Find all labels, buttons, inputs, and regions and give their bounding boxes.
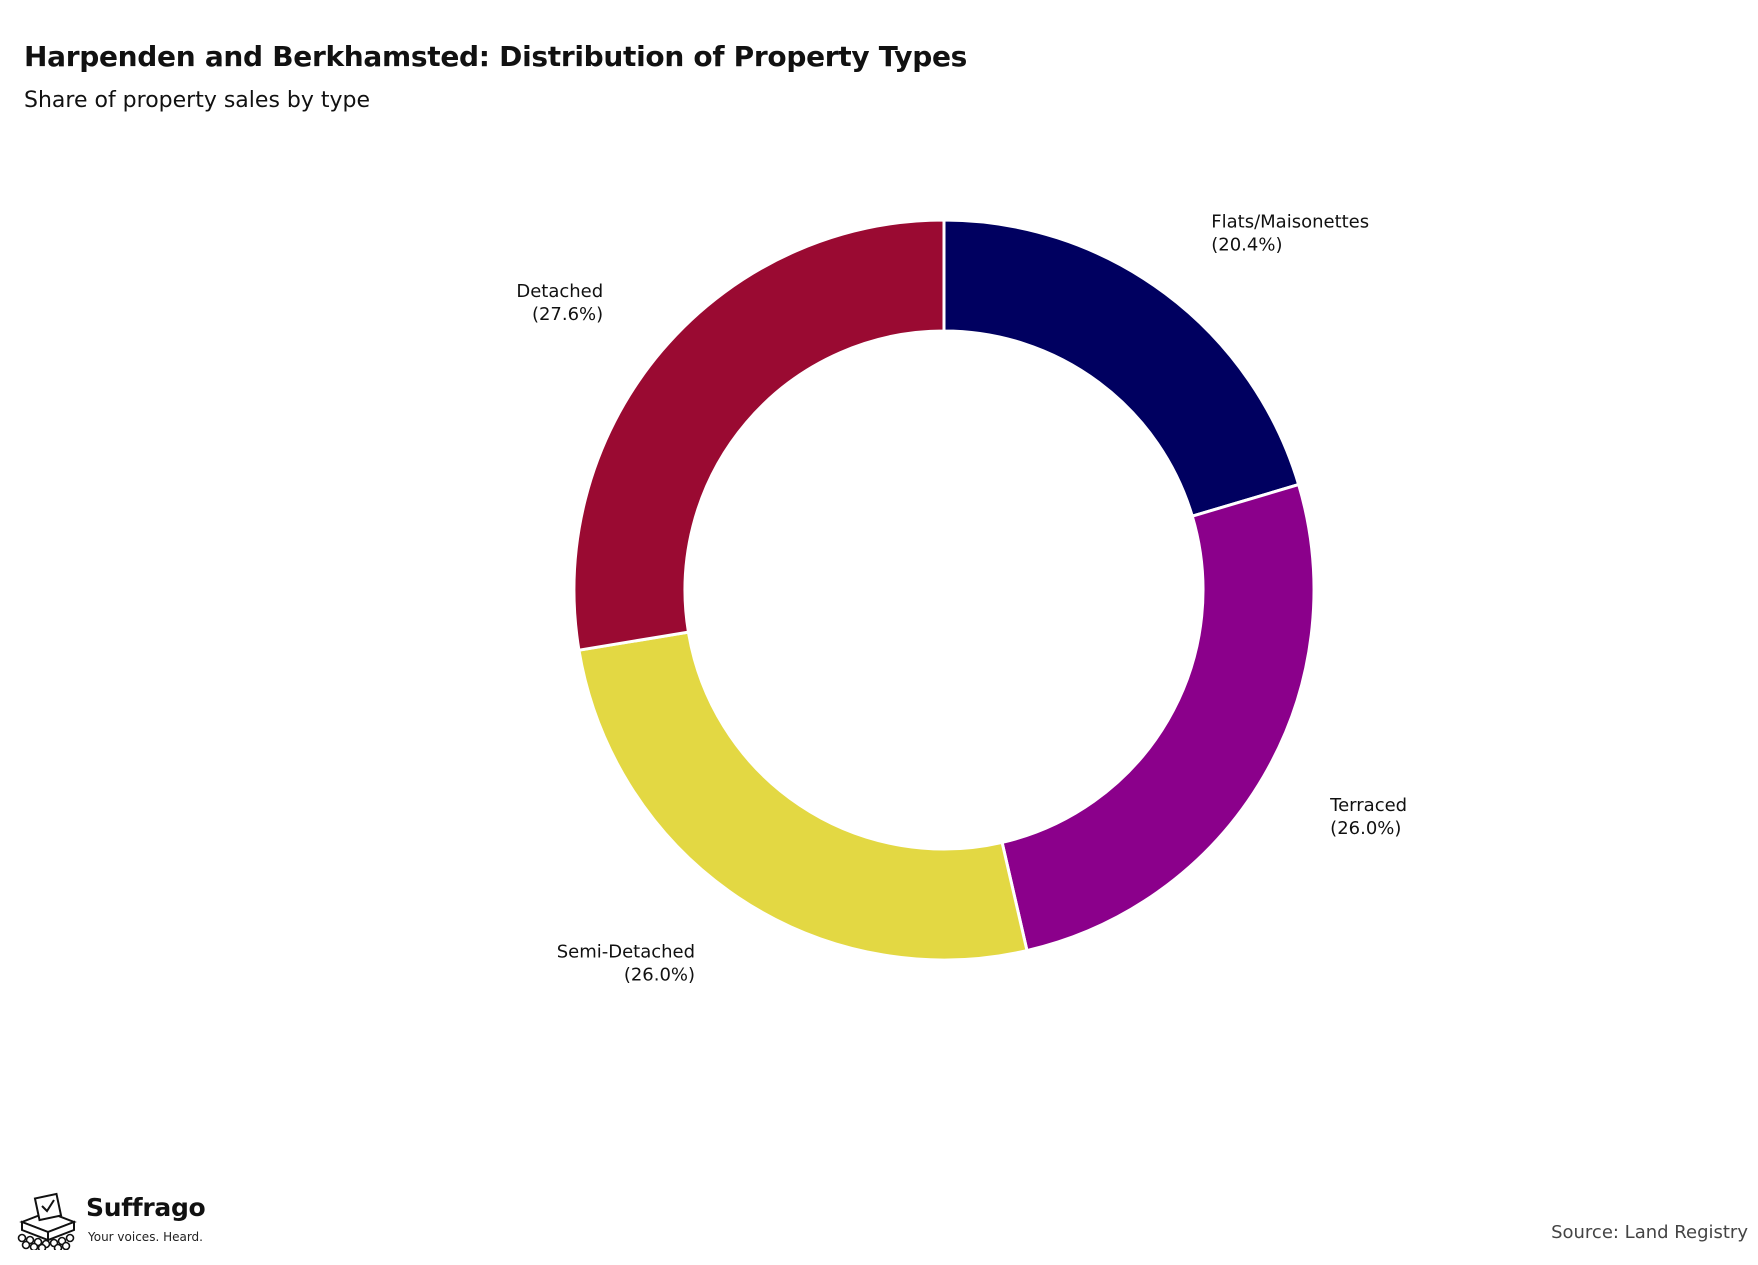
ballot-box-icon: [17, 1192, 77, 1250]
donut-slice-flats-maisonettes: [942, 218, 1301, 519]
brand-tagline: Your voices. Heard.: [88, 1230, 203, 1244]
slice-label-name: Semi-Detached: [557, 941, 695, 962]
donut-slices: [572, 218, 1316, 962]
slice-label-name: Terraced: [1329, 795, 1407, 816]
donut-slice-detached: [572, 218, 946, 652]
slice-label-semi-detached: Semi-Detached (26.0%): [557, 941, 695, 985]
chart-subtitle: Share of property sales by type: [24, 88, 371, 113]
donut-slice-terraced: [1000, 482, 1316, 953]
slice-labels: Flats/Maisonettes (20.4%)Terraced (26.0%)S…: [516, 212, 1407, 986]
slice-label-name: Detached: [516, 281, 603, 302]
slice-label-name: Flats/Maisonettes: [1211, 212, 1369, 233]
slice-label-value: (26.0%): [1330, 818, 1401, 839]
slice-label-value: (26.0%): [624, 964, 695, 985]
slice-label-flats-maisonettes: Flats/Maisonettes (20.4%): [1211, 212, 1369, 256]
source-note: Source: Land Registry: [1551, 1222, 1748, 1243]
brand-name: Suffrago: [86, 1193, 206, 1222]
slice-label-value: (20.4%): [1211, 235, 1282, 256]
donut-slice-semi-detached: [577, 630, 1029, 962]
slice-label-detached: Detached (27.6%): [516, 281, 603, 325]
slice-label-value: (27.6%): [532, 304, 603, 325]
chart-title: Harpenden and Berkhamsted: Distribution …: [24, 40, 967, 73]
slice-label-terraced: Terraced (26.0%): [1329, 795, 1407, 839]
